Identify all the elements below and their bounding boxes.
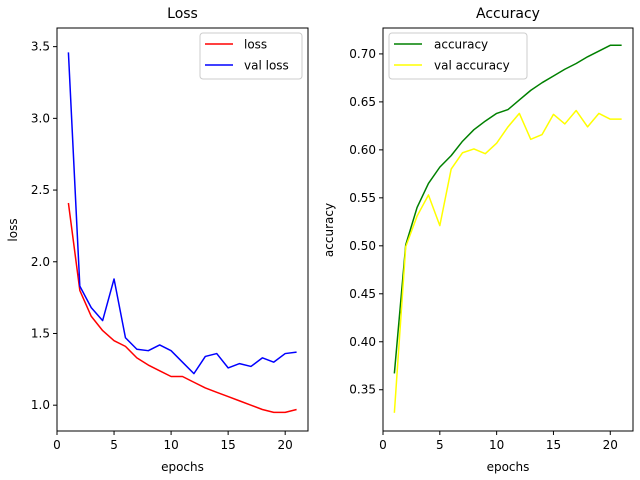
accuracy-y-tick-label: 0.45 xyxy=(349,287,376,301)
loss-series-line-val-loss xyxy=(67,52,297,375)
accuracy-y-tick-label: 0.35 xyxy=(349,383,376,397)
accuracy-legend-box xyxy=(388,32,528,80)
accuracy-x-tick-label: 15 xyxy=(546,438,561,452)
accuracy-chart: Accuracy epochs accuracy 0 5 10 15 20 0.35 0.4… xyxy=(322,6,634,474)
accuracy-x-tick-label: 20 xyxy=(603,438,618,452)
accuracy-series-line-val-accuracy xyxy=(393,109,622,413)
loss-x-tick-label: 15 xyxy=(220,438,235,452)
loss-y-axis-label: loss xyxy=(6,218,20,241)
loss-y-tick-label: 3.5 xyxy=(31,40,50,54)
loss-y-tick-label: 2.5 xyxy=(31,183,50,197)
accuracy-x-tick-label: 5 xyxy=(436,438,444,452)
accuracy-chart-title: Accuracy xyxy=(476,6,540,22)
accuracy-legend: accuracy val accuracy xyxy=(388,32,528,80)
loss-axes-frame xyxy=(56,27,309,432)
loss-legend: loss val loss xyxy=(199,32,303,80)
accuracy-y-tick-label: 0.65 xyxy=(349,95,376,109)
loss-x-tick-label: 5 xyxy=(110,438,118,452)
loss-plot-area: 0 5 10 15 20 1.0 1.5 2.0 2.5 3.0 3.5 xyxy=(31,27,309,452)
accuracy-plot-area: 0 5 10 15 20 0.35 0.40 0.45 0.50 0.55 0.60 0.65 0.70 xyxy=(349,27,634,452)
loss-x-tick-label: 0 xyxy=(53,438,61,452)
accuracy-legend-label-val-accuracy: val accuracy xyxy=(434,59,510,73)
loss-chart: Loss epochs loss 0 5 10 15 20 1.0 1.5 2.0 2.5 3.0… xyxy=(6,6,309,474)
accuracy-x-axis-label: epochs xyxy=(487,460,530,474)
loss-y-tick-label: 2.0 xyxy=(31,255,50,269)
accuracy-y-tick-label: 0.70 xyxy=(349,47,376,61)
accuracy-y-tick-label: 0.40 xyxy=(349,335,376,349)
loss-x-axis-label: epochs xyxy=(161,460,204,474)
loss-series-line-loss xyxy=(67,202,297,414)
loss-x-tick-label: 10 xyxy=(163,438,178,452)
loss-chart-title: Loss xyxy=(167,6,198,22)
loss-y-tick-label: 1.5 xyxy=(31,326,50,340)
loss-y-tick-label: 3.0 xyxy=(31,111,50,125)
loss-x-tick-label: 20 xyxy=(278,438,293,452)
accuracy-axes-frame xyxy=(382,27,634,432)
accuracy-legend-label-accuracy: accuracy xyxy=(434,38,488,52)
loss-legend-label-val-loss: val loss xyxy=(244,59,289,73)
accuracy-y-tick-label: 0.60 xyxy=(349,143,376,157)
accuracy-x-tick-label: 0 xyxy=(379,438,387,452)
loss-y-tick-label: 1.0 xyxy=(31,398,50,412)
accuracy-y-axis-label: accuracy xyxy=(322,203,336,257)
accuracy-x-tick-label: 10 xyxy=(489,438,504,452)
accuracy-series-line-accuracy xyxy=(393,44,622,374)
accuracy-y-tick-label: 0.55 xyxy=(349,191,376,205)
accuracy-y-tick-label: 0.50 xyxy=(349,239,376,253)
loss-legend-label-loss: loss xyxy=(244,38,267,52)
